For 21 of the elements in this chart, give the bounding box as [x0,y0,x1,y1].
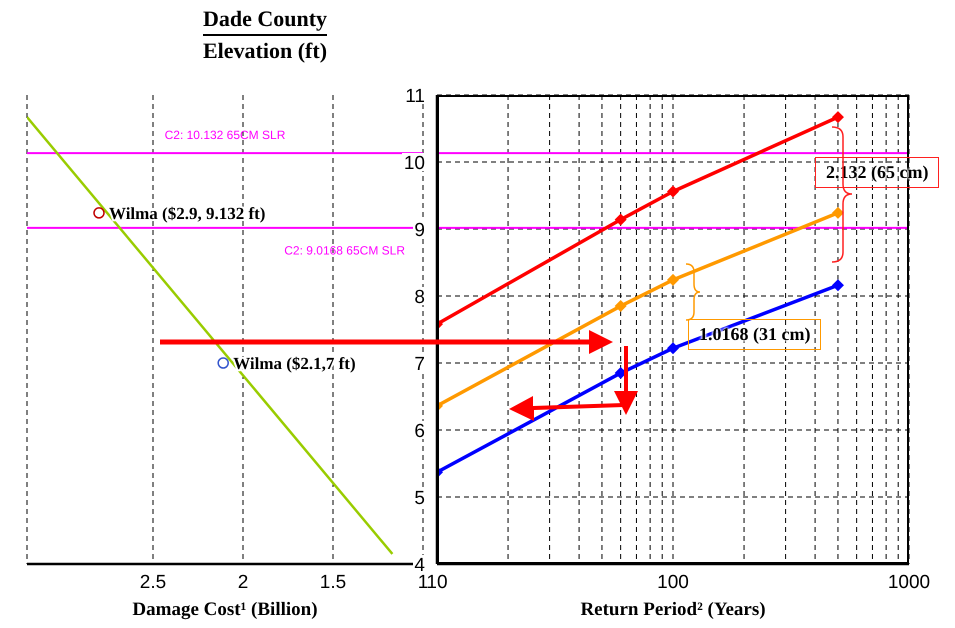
y-tick-label: 5 [414,488,425,509]
y-tick-label: 11 [405,86,425,107]
x-tick-label: 1000 [888,572,930,593]
y-tick-label: 4 [414,555,426,576]
x-tick-label: 1.5 [320,572,346,593]
y-tick-label: 8 [414,287,425,308]
y-axis-title: Elevation (ft) [202,37,328,65]
y-tick-label: 6 [414,421,425,442]
annotation: Wilma ($2.1,7 ft) [233,354,356,374]
annotation: Wilma ($2.9, 9.132 ft) [109,204,266,223]
ref-line-label: C2: 10.132 65CM SLR [164,128,286,142]
x-axis-title: Return Period² (Years) [579,599,767,621]
x-axis-title: Damage Cost¹ (Billion) [131,599,319,621]
y-tick-label: 9 [414,220,425,241]
chart-title: Dade County [202,4,328,36]
y-tick-label: 7 [414,354,425,375]
y-tick-label: 10 [404,153,425,174]
x-tick-label: 100 [657,572,689,593]
x-tick-label: 2.5 [140,572,166,593]
x-tick-label: 2 [238,572,248,593]
ref-line-label: C2: 9.0168 65CM SLR [284,243,406,258]
